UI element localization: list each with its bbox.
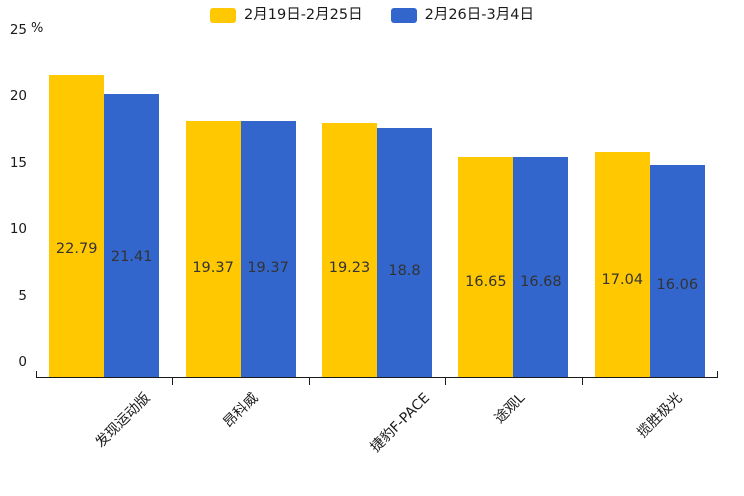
legend-item-series-1[interactable]: 2月26日-3月4日 [390, 7, 534, 24]
bar-value-label: 16.65 [465, 274, 507, 291]
bar-group: 22.79 21.41 [49, 46, 160, 378]
plot-area: 0 5 10 15 20 25 22.79 21.41 19.37 19.37 19.23 18.8… [10, 22, 718, 385]
y-axis-unit-label: % [31, 21, 44, 36]
x-axis-tick [581, 378, 583, 385]
y-axis-tick-label: 15 [9, 154, 27, 171]
x-axis-tick [445, 378, 447, 385]
bar-value-label: 22.79 [55, 241, 98, 258]
chart-legend: 2月19日-2月25日 2月26日-3月4日 [0, 8, 744, 23]
y-axis-tick-label: 5 [18, 287, 27, 304]
bar-value-label: 17.04 [601, 271, 644, 288]
color-swatch-icon [210, 8, 237, 23]
bar-series-0[interactable] [458, 156, 514, 378]
x-axis-category-label: 途观L [491, 390, 529, 427]
bar-group: 17.04 16.06 [594, 46, 705, 378]
x-axis-line [36, 377, 718, 378]
x-axis-tick [172, 378, 174, 385]
bar-value-label: 21.41 [110, 248, 153, 265]
bar-series-0[interactable] [594, 151, 650, 378]
bar-series-1[interactable] [513, 156, 569, 378]
x-axis-tick [308, 378, 310, 385]
y-axis-tick-label: 10 [9, 221, 27, 238]
bar-group: 19.37 19.37 [185, 46, 296, 378]
bar-value-label: 19.23 [328, 260, 371, 277]
bar-series-1[interactable] [649, 164, 705, 378]
bar-value-label: 18.8 [388, 262, 421, 279]
bar-series-0[interactable] [185, 120, 241, 378]
bar-group: 16.65 16.68 [458, 46, 569, 378]
legend-label: 2月19日-2月25日 [244, 7, 363, 24]
x-axis-category-label: 捷豹F-PACE [367, 390, 433, 456]
bar-series-1[interactable] [240, 120, 296, 378]
x-axis-category-label: 发现运动版 [92, 390, 154, 451]
y-axis-tick-label: 25 [9, 22, 27, 38]
legend-item-series-0[interactable]: 2月19日-2月25日 [210, 8, 363, 23]
x-axis-category-label: 昂科威 [220, 390, 262, 432]
color-swatch-icon [390, 8, 417, 23]
x-axis-right-cap [717, 371, 718, 378]
legend-label: 2月26日-3月4日 [424, 7, 534, 24]
bar-series-0[interactable] [322, 122, 377, 378]
x-axis-category-label: 揽胜极光 [634, 390, 686, 442]
bar-group: 19.23 18.8 [322, 46, 432, 378]
bar-value-label: 19.37 [247, 259, 289, 276]
y-axis-tick-label: 20 [9, 88, 27, 105]
bar-series-0[interactable] [49, 75, 105, 378]
x-axis-left-cap [36, 371, 37, 378]
bar-value-label: 19.37 [192, 259, 234, 276]
bar-series-1[interactable] [377, 128, 432, 378]
bar-series-1[interactable] [104, 93, 160, 378]
bar-value-label: 16.68 [520, 273, 562, 290]
y-axis-tick-label: 0 [18, 354, 27, 370]
bar-value-label: 16.06 [656, 277, 699, 294]
